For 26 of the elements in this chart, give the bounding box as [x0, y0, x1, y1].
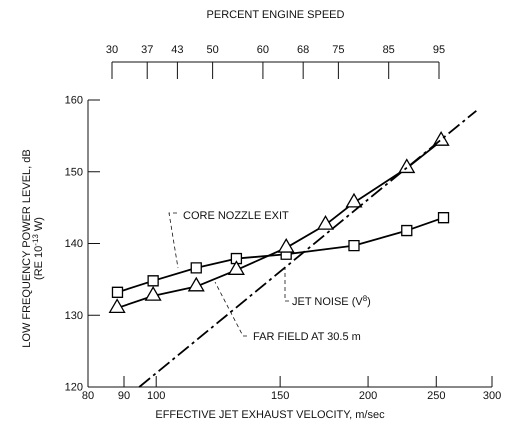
x-tick-label: 150 [270, 390, 290, 402]
text: CORE NOZZLE EXIT [183, 210, 290, 222]
y-tick-label: 150 [64, 166, 83, 178]
y-tick-label: 120 [64, 382, 83, 394]
x-tick-label: 100 [147, 390, 166, 402]
y-tick-label: 140 [64, 238, 83, 250]
x2-tick-label: 68 [297, 44, 310, 56]
x2-tick-label: 43 [171, 44, 184, 56]
y-tick-label: 130 [64, 310, 83, 322]
y-tick-label: 160 [64, 94, 83, 107]
x2-tick-label: 95 [432, 44, 446, 56]
text: FAR FIELD AT 30.5 m [253, 331, 361, 343]
x2-tick-label: 50 [206, 44, 219, 56]
x-tick-label: 80 [82, 390, 94, 402]
x-tick-label: 90 [118, 390, 130, 402]
x-tick-label: 200 [358, 390, 378, 402]
x2-tick-label: 37 [141, 44, 154, 56]
x-tick-label: 250 [427, 390, 446, 402]
text: JET NOISE (V$^{8}$) [292, 294, 371, 308]
x2-tick-label: 60 [256, 44, 270, 56]
x-axis-title: EFFECTIVE JET EXHAUST VELOCITY, m/sec [155, 409, 386, 421]
x2-axis-title: PERCENT ENGINE SPEED [206, 9, 345, 21]
x-tick-label: 300 [482, 390, 502, 402]
x2-tick-label: 85 [382, 44, 395, 56]
x2-tick-label: 75 [332, 44, 345, 56]
x2-tick-label: 30 [106, 44, 118, 56]
